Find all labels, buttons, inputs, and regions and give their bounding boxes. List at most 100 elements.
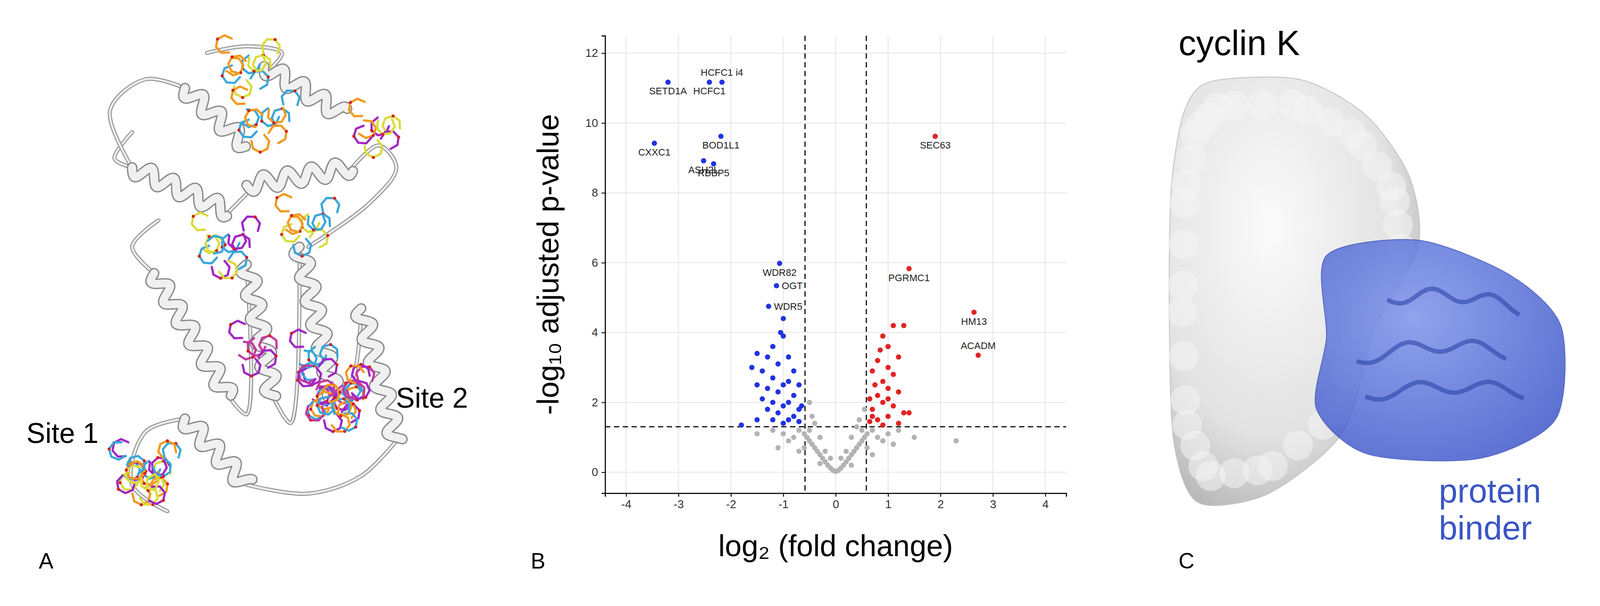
ligand-atom xyxy=(107,447,111,451)
ligand xyxy=(207,235,226,254)
tick-mark xyxy=(601,262,606,264)
point xyxy=(790,434,797,440)
ligand-atom xyxy=(215,37,219,41)
surface-bump xyxy=(1168,340,1199,371)
surface-bump xyxy=(1170,384,1201,415)
point xyxy=(759,395,765,402)
ligand xyxy=(275,193,292,212)
point xyxy=(754,381,760,388)
ligand xyxy=(289,329,306,348)
ligand-atom xyxy=(116,487,120,491)
point xyxy=(785,399,791,405)
coil-outline xyxy=(109,78,185,168)
tick: -3 xyxy=(673,492,684,511)
helix-outline xyxy=(246,162,353,192)
ligand xyxy=(324,413,342,432)
point xyxy=(773,282,780,289)
tick: 2 xyxy=(937,492,944,511)
ligand-atom xyxy=(268,333,272,337)
axis-line xyxy=(601,36,606,494)
ligand-atom xyxy=(293,89,297,93)
panel-a: Site 1Site 2 xyxy=(26,35,469,511)
surface-bump xyxy=(1202,92,1233,123)
threshold-line xyxy=(865,35,868,493)
tick-label: 10 xyxy=(585,116,599,130)
ligand-atom xyxy=(309,407,313,411)
tick: 0 xyxy=(591,465,606,479)
ligand-atom xyxy=(315,403,319,407)
ligand xyxy=(229,251,247,270)
ligand-atom xyxy=(351,402,355,406)
point xyxy=(822,448,828,454)
tick-label: 4 xyxy=(1042,497,1049,511)
panel-letter: C xyxy=(1178,548,1195,573)
point xyxy=(875,357,881,363)
ligand xyxy=(343,380,360,398)
point xyxy=(932,133,939,139)
ligand xyxy=(247,337,266,356)
ligand-atom xyxy=(156,455,160,459)
y-axis: 024681012 xyxy=(585,36,606,494)
panel-letter: A xyxy=(38,548,54,573)
ligand xyxy=(268,125,287,144)
point xyxy=(796,427,802,433)
ligand xyxy=(231,86,248,104)
ligand-atom xyxy=(229,322,233,326)
point xyxy=(890,371,896,377)
tick-mark xyxy=(887,492,889,497)
ligand-atom xyxy=(252,69,256,73)
point xyxy=(806,427,813,433)
helix xyxy=(355,308,403,439)
point xyxy=(867,395,873,402)
tick-mark xyxy=(1045,492,1046,497)
ligand-atom xyxy=(166,481,170,485)
tick: 6 xyxy=(591,255,606,270)
point xyxy=(780,315,787,322)
grid-line-x xyxy=(730,35,732,493)
coil xyxy=(130,418,185,511)
ligand-atom xyxy=(143,471,147,475)
point xyxy=(885,385,891,391)
tick-label: 0 xyxy=(832,497,839,511)
ligand xyxy=(250,70,269,89)
ligand-atom xyxy=(232,247,236,251)
ligand-atom xyxy=(191,214,195,218)
ligand-atom xyxy=(343,381,348,385)
ligand-atom xyxy=(272,121,276,125)
panel-b: -4-3-2-101234024681012log₂ (fold change)… xyxy=(531,35,1067,562)
point xyxy=(875,417,881,423)
ligand-atom xyxy=(142,458,146,462)
surface-bump xyxy=(1171,169,1202,200)
ligand xyxy=(228,55,246,74)
ligand-atom xyxy=(162,474,166,478)
ligand-atom xyxy=(142,481,146,485)
point xyxy=(790,368,797,374)
ligand xyxy=(258,349,277,368)
tick-label: 8 xyxy=(591,185,599,200)
ligand-atom xyxy=(253,215,257,219)
point xyxy=(885,430,891,437)
ligand xyxy=(316,380,334,398)
tick-mark xyxy=(678,492,680,497)
ligand-atom xyxy=(391,114,395,118)
helix xyxy=(182,418,253,482)
point xyxy=(665,79,671,85)
point xyxy=(864,430,870,437)
ligand-atom xyxy=(266,75,270,79)
point xyxy=(790,413,797,419)
surface-bump xyxy=(1167,269,1198,300)
tick: -4 xyxy=(621,492,632,511)
ligand xyxy=(293,238,311,256)
grid-line-x xyxy=(625,35,627,493)
grid-line-x xyxy=(887,35,889,493)
helix-outline xyxy=(183,88,246,148)
tick-label: -3 xyxy=(673,497,684,511)
point-label: HM13 xyxy=(960,315,987,327)
point xyxy=(780,430,787,437)
ligand-atom xyxy=(371,155,375,159)
point xyxy=(859,427,865,433)
ligand xyxy=(268,107,286,123)
ligand-atom xyxy=(331,429,335,433)
tick-label: 1 xyxy=(885,497,892,511)
grid-line-y xyxy=(605,122,1067,124)
